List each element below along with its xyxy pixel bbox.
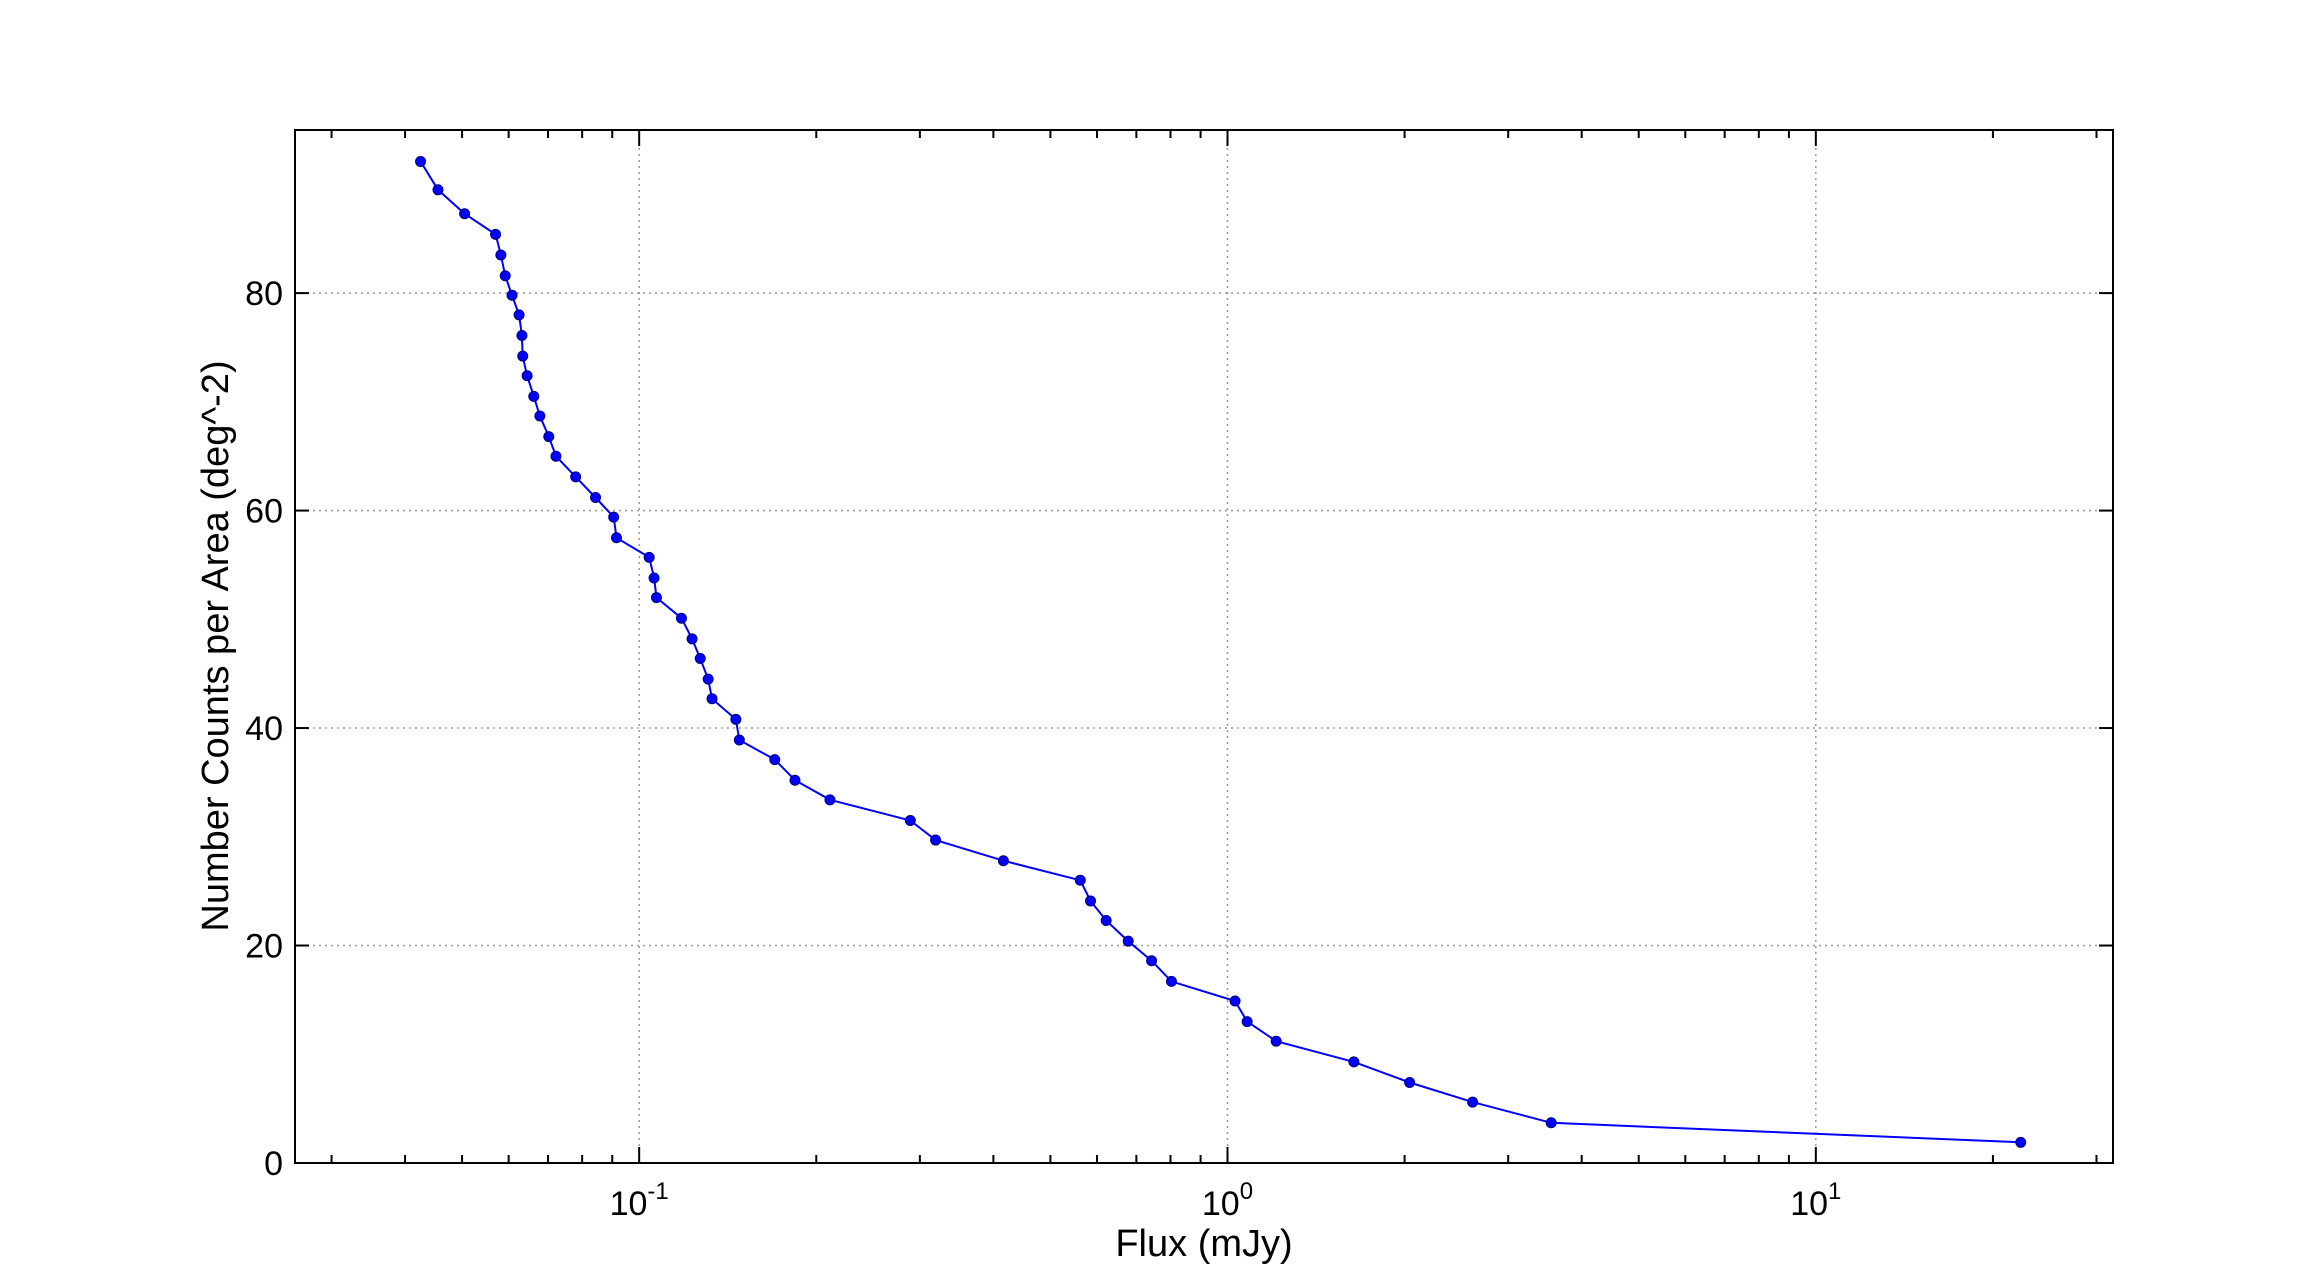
y-tick-label: 60 [245, 493, 283, 531]
data-point [570, 471, 582, 483]
data-point [528, 390, 540, 402]
data-point [550, 450, 562, 462]
data-point [543, 431, 555, 443]
data-point [1122, 935, 1134, 947]
y-axis-label: Number Counts per Area (deg^-2) [195, 360, 237, 931]
data-point [904, 814, 916, 826]
axis-ticks: 0 20 40 60 80 10-1 100 101 [245, 130, 2113, 1223]
x-tick-label: 10-1 [610, 1178, 669, 1223]
y-tick-label: 20 [245, 928, 283, 966]
x-tick-label: 100 [1202, 1178, 1253, 1223]
data-point [1085, 895, 1097, 907]
x-tick-label: 101 [1790, 1178, 1841, 1223]
y-tick-label: 0 [264, 1145, 283, 1183]
data-point [1229, 995, 1241, 1007]
data-point [648, 572, 660, 584]
data-point [1165, 975, 1177, 987]
data-point [415, 156, 427, 168]
data-point [608, 511, 620, 523]
series-line [419, 160, 2021, 1144]
y-tick-label: 80 [245, 275, 283, 313]
data-point [824, 794, 836, 806]
data-point [459, 208, 471, 220]
data-point [1545, 1117, 1557, 1129]
data-point [1404, 1077, 1416, 1089]
grid-lines [295, 130, 2113, 1164]
data-point [686, 633, 698, 645]
data-point [706, 693, 718, 705]
data-point [490, 228, 502, 240]
data-point [590, 492, 602, 504]
data-point [1270, 1035, 1282, 1047]
data-point [930, 834, 942, 846]
data-point [432, 184, 444, 196]
x-axis-label: Flux (mJy) [1115, 1223, 1292, 1265]
data-point [997, 855, 1009, 867]
y-tick-label: 40 [245, 710, 283, 748]
data-point [1146, 955, 1158, 967]
data-point [495, 249, 507, 261]
data-point [730, 713, 742, 725]
data-point [516, 330, 528, 342]
data-point [1100, 915, 1112, 927]
data-point [702, 673, 714, 685]
plot-area-frame [294, 129, 2114, 1164]
data-point [675, 612, 687, 624]
data-point [2015, 1136, 2027, 1148]
data-point [521, 370, 533, 382]
data-point [789, 774, 801, 786]
data-point [733, 734, 745, 746]
data-point [1348, 1056, 1360, 1068]
data-point [513, 309, 525, 321]
data-point [650, 592, 662, 604]
data-point [1241, 1016, 1253, 1028]
data-point [506, 289, 518, 301]
data-point [499, 270, 511, 282]
data-point [769, 754, 781, 766]
data-point [1467, 1096, 1479, 1108]
data-point [643, 551, 655, 563]
data-point [517, 350, 529, 362]
data-point [694, 652, 706, 664]
data-series [415, 156, 2027, 1148]
data-point [534, 410, 546, 422]
data-point [1074, 874, 1086, 886]
data-point [610, 532, 622, 544]
